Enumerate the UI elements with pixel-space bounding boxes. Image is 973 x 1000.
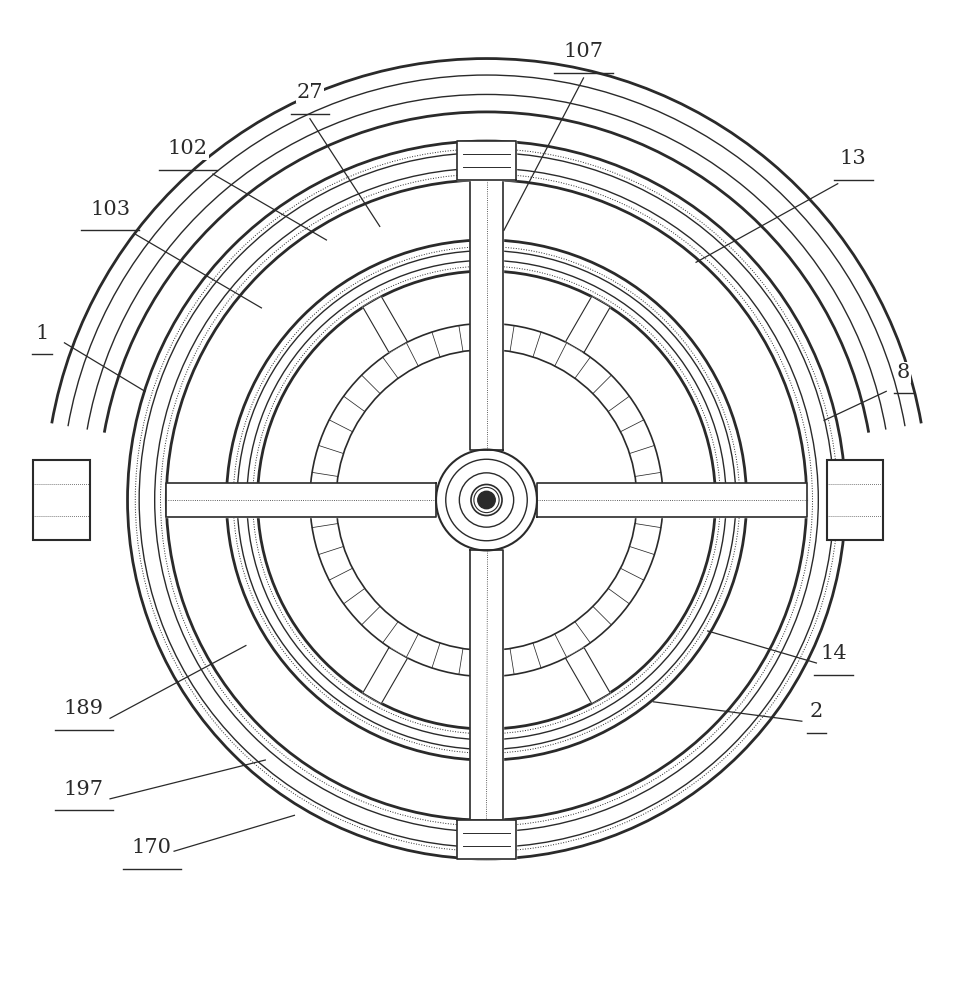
Polygon shape xyxy=(470,550,503,820)
Polygon shape xyxy=(565,648,610,704)
Text: 197: 197 xyxy=(64,780,104,799)
Text: 1: 1 xyxy=(35,324,49,343)
Polygon shape xyxy=(363,296,408,352)
Text: 170: 170 xyxy=(131,838,172,857)
Text: 107: 107 xyxy=(563,42,603,61)
Text: 8: 8 xyxy=(897,363,911,382)
Bar xyxy=(33,460,90,540)
Polygon shape xyxy=(457,820,516,859)
Polygon shape xyxy=(457,141,516,180)
Text: 14: 14 xyxy=(820,644,847,663)
Bar xyxy=(827,460,883,540)
Text: 13: 13 xyxy=(840,149,867,168)
Polygon shape xyxy=(363,648,408,704)
Text: 103: 103 xyxy=(90,200,130,219)
Polygon shape xyxy=(166,483,436,517)
Polygon shape xyxy=(537,483,807,517)
Polygon shape xyxy=(565,296,610,352)
Polygon shape xyxy=(258,489,310,511)
Polygon shape xyxy=(663,489,715,511)
Circle shape xyxy=(478,491,495,509)
Text: 2: 2 xyxy=(810,702,823,721)
Polygon shape xyxy=(470,180,503,450)
Text: 102: 102 xyxy=(167,139,207,158)
Text: 189: 189 xyxy=(64,699,104,718)
Text: 27: 27 xyxy=(297,83,323,102)
